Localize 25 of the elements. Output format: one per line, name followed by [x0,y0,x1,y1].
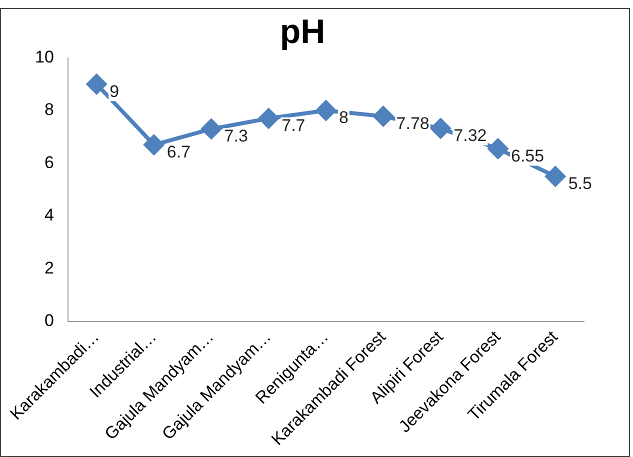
point [373,106,394,126]
chart-title: pH [280,12,326,51]
y-tick-label: 0 [44,311,54,330]
y-tick-label: 8 [44,100,54,120]
data-label: 7.32 [454,126,487,146]
y-tick-label: 10 [34,47,54,66]
point [545,166,566,186]
point [488,138,508,159]
data-label: 7.7 [282,116,306,136]
data-label: 9 [110,82,120,101]
point [144,134,164,155]
data-label: 6.7 [166,142,191,162]
point [258,108,279,128]
data-label: 6.55 [510,146,544,166]
point [430,118,451,138]
point [201,118,222,139]
data-label: 7.78 [396,114,430,133]
data-label: 8 [338,108,348,128]
y-tick-label: 4 [44,206,54,225]
data-label: 7.3 [224,126,248,146]
y-tick-label: 6 [44,152,54,172]
data-label: 5.5 [568,174,592,194]
point [316,100,336,121]
point [86,74,107,94]
y-tick-label: 2 [44,258,54,278]
